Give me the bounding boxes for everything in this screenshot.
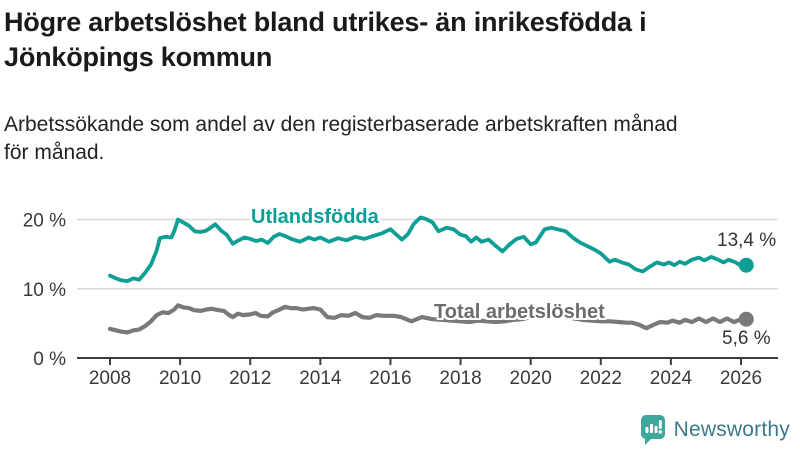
series-label-total-arbetsloshet: Total arbetslöshet bbox=[434, 301, 605, 323]
chart-subtitle: Arbetssökande som andel av den registerb… bbox=[4, 111, 794, 167]
x-tick-label: 2014 bbox=[299, 368, 342, 389]
page-title-line2: Jönköpings kommun bbox=[4, 42, 273, 72]
x-tick-label: 2016 bbox=[369, 368, 411, 389]
y-tick-label: 10 % bbox=[23, 280, 66, 301]
x-tick-label: 2018 bbox=[439, 368, 481, 389]
series-line-utlandsfodda bbox=[108, 215, 749, 284]
series-line-total bbox=[107, 303, 749, 335]
x-tick-label: 2024 bbox=[650, 368, 693, 389]
x-tick-label: 2026 bbox=[720, 368, 762, 389]
y-tick-label: 20 % bbox=[23, 211, 66, 232]
x-tick-label: 2010 bbox=[159, 368, 201, 389]
page-title: Högre arbetslöshet bland utrikes- än inr… bbox=[4, 5, 800, 75]
end-value-total-arbetsloshet: 5,6 % bbox=[722, 328, 771, 349]
x-tick-label: 2022 bbox=[580, 368, 622, 389]
chart-subtitle-line2: för månad. bbox=[4, 141, 105, 164]
x-tick-label: 2012 bbox=[229, 368, 271, 389]
end-value-utlandsfodda: 13,4 % bbox=[717, 230, 777, 251]
chart-subtitle-line1: Arbetssökande som andel av den registerb… bbox=[4, 113, 678, 136]
page-title-line1: Högre arbetslöshet bland utrikes- än inr… bbox=[4, 7, 647, 37]
brand-name: Newsworthy bbox=[673, 418, 790, 441]
y-tick-label: 0 % bbox=[33, 349, 66, 370]
series-end-dot-total bbox=[738, 311, 754, 327]
x-tick-label: 2008 bbox=[89, 368, 131, 389]
newsworthy-logo[interactable]: Newsworthy bbox=[640, 414, 790, 446]
x-tick-label: 2020 bbox=[510, 368, 552, 389]
series-end-dot-utlandsfodda bbox=[738, 257, 754, 273]
newsworthy-icon bbox=[640, 415, 665, 445]
series-label-utlandsfodda: Utlandsfödda bbox=[251, 206, 379, 228]
